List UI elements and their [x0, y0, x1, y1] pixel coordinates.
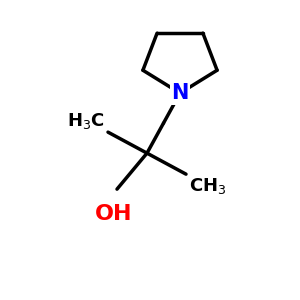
Text: OH: OH — [95, 204, 133, 224]
Text: H$_3$C: H$_3$C — [67, 111, 105, 130]
Text: CH$_3$: CH$_3$ — [189, 176, 226, 196]
Text: N: N — [171, 83, 189, 103]
